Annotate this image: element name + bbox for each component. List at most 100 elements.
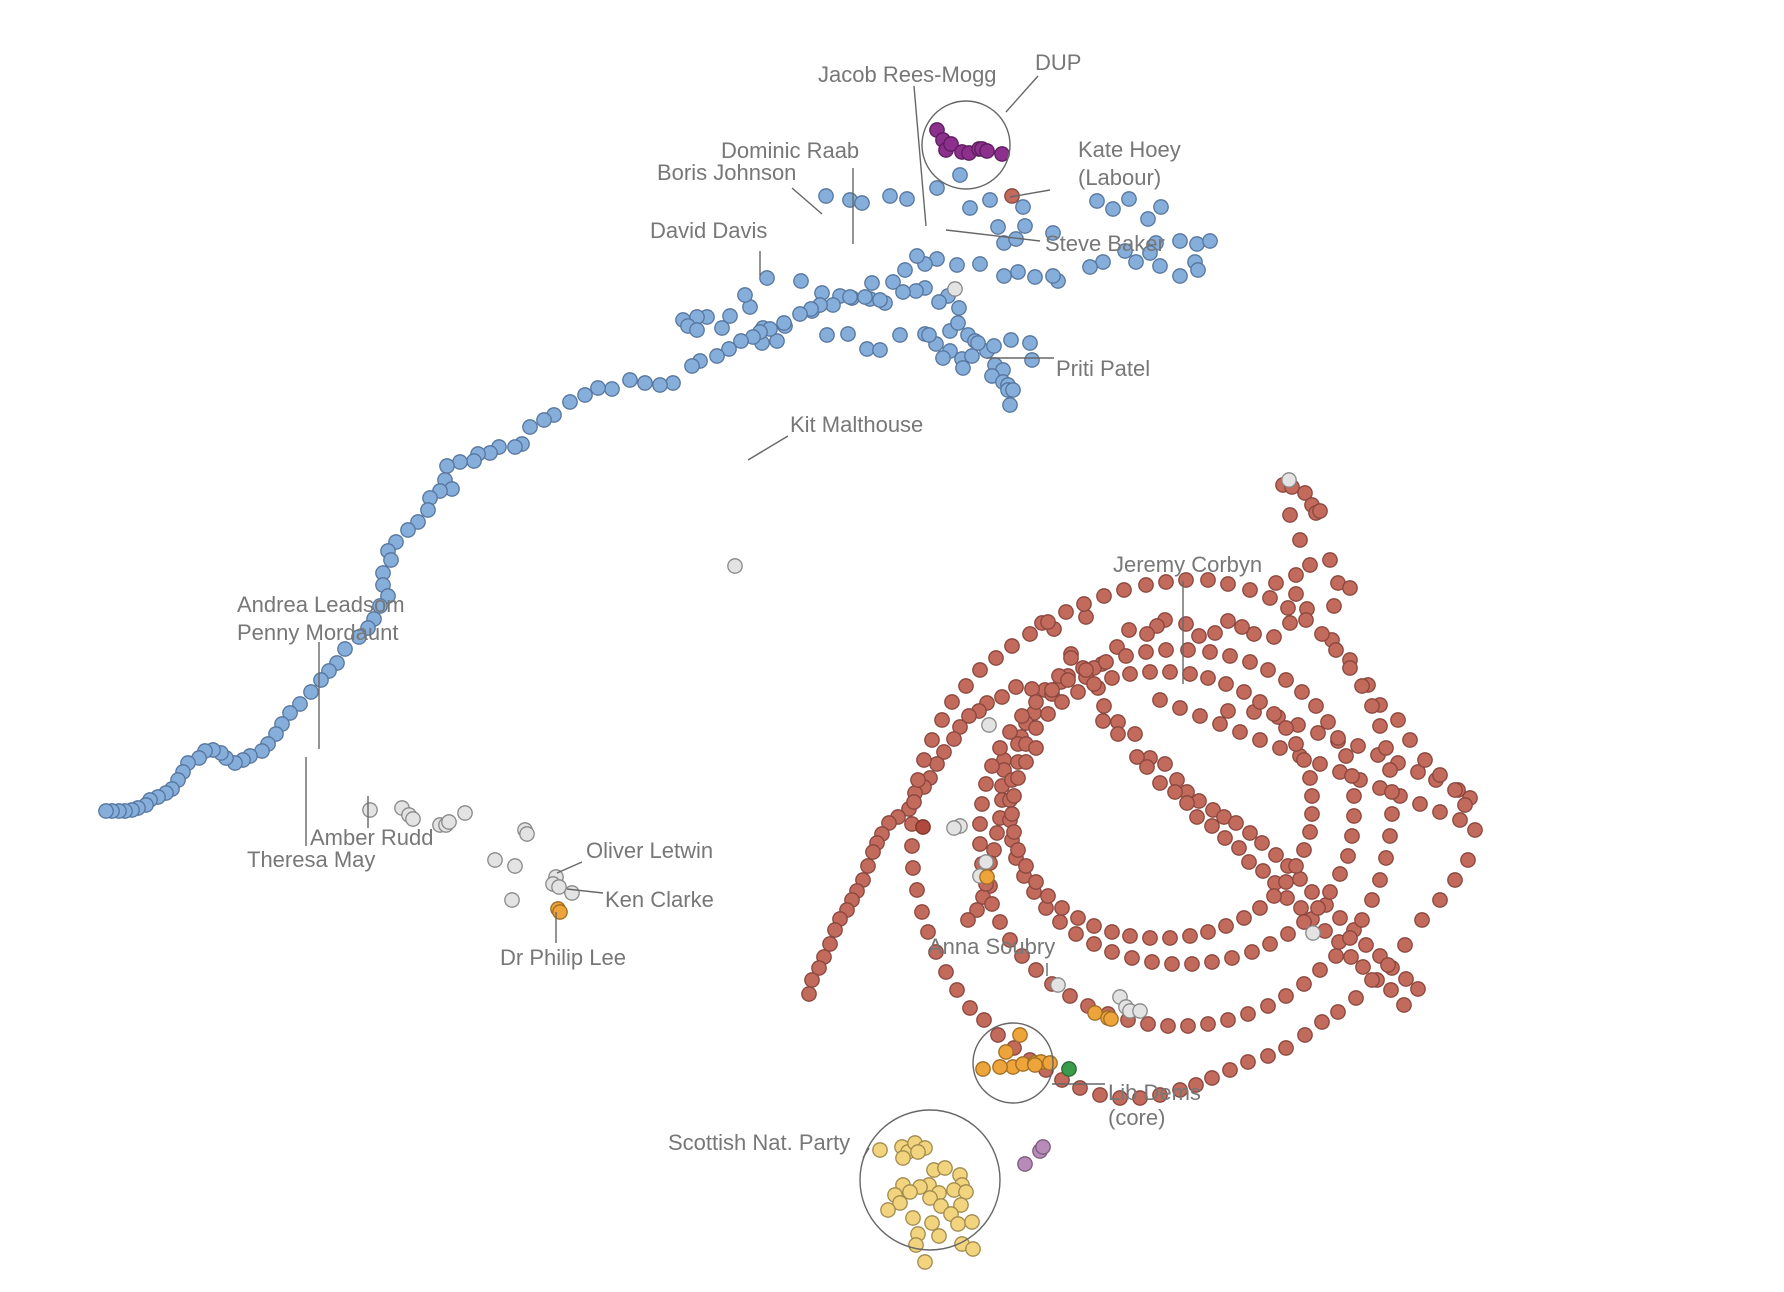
point-conservative-91	[921, 327, 937, 343]
leader-oliver-letwin	[556, 861, 583, 874]
point-labour-125	[1231, 840, 1247, 856]
point-libdem-8	[975, 1061, 991, 1077]
point-labour-390	[1018, 754, 1034, 770]
point-labour-367	[1288, 858, 1304, 874]
point-independent-11	[519, 826, 535, 842]
point-labour-166	[1432, 804, 1448, 820]
point-labour-330	[1104, 944, 1120, 960]
point-labour-226	[944, 694, 960, 710]
point-labour-378	[1104, 924, 1120, 940]
point-conservative-97	[970, 335, 986, 351]
point-labour-252	[1378, 740, 1394, 756]
point-conservative-130	[522, 419, 538, 435]
point-labour-106	[1304, 884, 1320, 900]
point-labour-139	[1220, 703, 1236, 719]
annotation-leaders-layer	[305, 75, 1184, 1159]
point-conservative-3	[882, 188, 898, 204]
point-labour-372	[1218, 918, 1234, 934]
label-jacob-rees-mogg: Jacob Rees-Mogg	[818, 62, 997, 87]
point-labour-39	[961, 708, 977, 724]
point-snp-23	[880, 1202, 896, 1218]
point-labour-6	[1312, 503, 1328, 519]
point-conservative-161	[292, 696, 308, 712]
point-labour-370	[1252, 900, 1268, 916]
point-conservative-11	[990, 219, 1006, 235]
point-labour-259	[1364, 892, 1380, 908]
point-labour-83	[969, 902, 985, 918]
point-conservative-115	[733, 333, 749, 349]
point-labour-381	[1054, 900, 1070, 916]
point-conservative-145	[400, 522, 416, 538]
point-snp-24	[905, 1210, 921, 1226]
point-labour-124	[1217, 830, 1233, 846]
point-conservative-60	[689, 322, 705, 338]
leader-kit-malthouse	[747, 435, 789, 461]
point-labour-329	[1124, 950, 1140, 966]
point-labour-138	[1396, 997, 1412, 1013]
point-labour-52	[865, 844, 881, 860]
point-labour-375	[1162, 930, 1178, 946]
point-labour-185	[1414, 912, 1430, 928]
leader-boris-johnson	[791, 187, 823, 215]
point-labour-260	[1354, 912, 1370, 928]
point-conservative-31	[1095, 254, 1111, 270]
point-labour-314	[1346, 808, 1362, 824]
label-priti-patel: Priti Patel	[1056, 356, 1150, 381]
point-labour-114	[1410, 981, 1426, 997]
point-labour-288	[978, 776, 994, 792]
point-conservative-0	[818, 188, 834, 204]
point-labour-10	[1322, 552, 1338, 568]
point-dup-3	[943, 136, 959, 152]
point-labour-357	[1252, 694, 1268, 710]
point-labour-345	[1040, 706, 1056, 722]
point-snp-30	[931, 1228, 947, 1244]
label-lib-dems: Lib Dems	[1108, 1080, 1201, 1105]
point-labour-189	[1348, 990, 1364, 1006]
point-labour-232	[1040, 614, 1056, 630]
point-labour-215	[920, 924, 936, 940]
point-labour-346	[1054, 694, 1070, 710]
point-conservative-54	[737, 287, 753, 303]
point-conservative-42	[909, 248, 925, 264]
point-labour-120	[1167, 784, 1183, 800]
point-conservative-127	[562, 394, 578, 410]
point-labour-331	[1086, 936, 1102, 952]
label-boris-johnson: Boris Johnson	[657, 160, 796, 185]
point-labour-230	[1004, 638, 1020, 654]
point-labour-183	[1447, 872, 1463, 888]
point-labour-110	[1358, 937, 1374, 953]
point-libdem-7	[1027, 1057, 1043, 1073]
point-labour-217	[909, 882, 925, 898]
point-labour-380	[1070, 910, 1086, 926]
point-libdem-9	[1042, 1055, 1058, 1071]
point-labour-78	[989, 825, 1005, 841]
point-conservative-25	[1190, 262, 1206, 278]
point-labour-243	[1262, 590, 1278, 606]
point-labour-16	[1266, 629, 1282, 645]
point-labour-158	[1272, 740, 1288, 756]
point-labour-228	[972, 662, 988, 678]
point-labour-241	[1220, 576, 1236, 592]
point-labour-287	[974, 796, 990, 812]
point-labour-360	[1288, 736, 1304, 752]
point-labour-90	[1096, 698, 1112, 714]
point-labour-180	[1457, 797, 1473, 813]
point-labour-192	[1297, 1027, 1313, 1043]
point-labour-281	[992, 914, 1008, 930]
point-labour-298	[1118, 648, 1134, 664]
point-labour-309	[1320, 714, 1336, 730]
point-labour-211	[962, 1000, 978, 1016]
point-labour-100	[1228, 815, 1244, 831]
point-snp-19	[922, 1190, 938, 1206]
point-labour-135	[1355, 959, 1371, 975]
point-conservative-2	[854, 195, 870, 211]
point-labour-224	[924, 732, 940, 748]
point-labour-188	[1364, 972, 1380, 988]
point-labour-92	[1127, 726, 1143, 742]
point-labour-119	[1152, 775, 1168, 791]
point-labour-235	[1096, 588, 1112, 604]
point-labour-227	[958, 678, 974, 694]
point-labour-332	[1068, 926, 1084, 942]
label-oliver-letwin: Oliver Letwin	[586, 838, 713, 863]
point-labour-389	[1010, 770, 1026, 786]
